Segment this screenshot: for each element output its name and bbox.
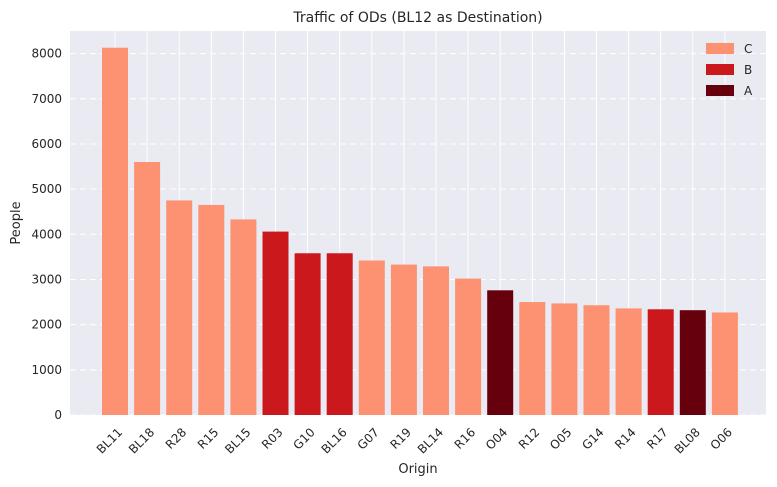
x-axis-label: Origin	[398, 462, 437, 477]
x-tick-label: G10	[290, 425, 317, 452]
x-tick-label: R12	[516, 425, 543, 452]
bars	[102, 47, 738, 415]
x-tick-label: BL15	[222, 425, 253, 456]
bar-O06	[711, 312, 738, 415]
legend-swatch-A	[706, 85, 734, 96]
bar-BL18	[134, 162, 161, 415]
y-tick-label: 2000	[31, 318, 62, 332]
bar-BL15	[230, 219, 257, 415]
bar-G07	[358, 260, 385, 415]
bar-R12	[519, 302, 546, 415]
x-tick-label: O04	[483, 425, 510, 452]
x-tick-label: BL18	[126, 425, 157, 456]
x-tick-label: R16	[452, 425, 479, 452]
y-tick-label: 0	[54, 408, 62, 422]
x-tick-label: G07	[355, 425, 382, 452]
legend-swatch-C	[706, 43, 734, 54]
bar-R16	[455, 278, 482, 415]
bar-R17	[647, 309, 674, 415]
x-tick-label: R17	[644, 425, 671, 452]
x-tick-label: R28	[163, 425, 190, 452]
y-tick-label: 6000	[31, 137, 62, 151]
legend-label-C: C	[744, 42, 752, 56]
bar-O05	[551, 303, 578, 415]
bar-O04	[487, 290, 514, 415]
bar-G14	[583, 305, 610, 415]
legend-swatch-B	[706, 64, 734, 75]
bar-R15	[198, 204, 225, 415]
y-tick-label: 3000	[31, 272, 62, 286]
x-tick-label: R03	[259, 425, 286, 452]
bar-BL08	[679, 310, 706, 415]
x-tick-label: BL11	[94, 425, 125, 456]
x-tick-label: BL14	[415, 425, 446, 456]
x-tick-label: R14	[612, 425, 639, 452]
x-tick-label: R19	[387, 425, 414, 452]
y-axis-label: People	[9, 201, 24, 244]
y-tick-labels: 0 1000 2000 3000 4000 5000 6000 7000 8000	[31, 47, 62, 422]
bar-G10	[294, 253, 321, 415]
y-tick-label: 4000	[31, 227, 62, 241]
bar-BL14	[423, 266, 449, 415]
legend-label-A: A	[744, 84, 753, 98]
bar-BL16	[326, 253, 353, 415]
bar-R28	[166, 200, 193, 415]
y-tick-label: 1000	[31, 363, 62, 377]
legend-label-B: B	[744, 63, 752, 77]
x-tick-label: BL08	[672, 425, 703, 456]
legend: CBA	[706, 42, 753, 98]
y-tick-label: 5000	[31, 182, 62, 196]
x-tick-label: G14	[579, 425, 606, 452]
bar-R03	[262, 231, 289, 415]
x-tick-label: R15	[195, 425, 222, 452]
y-tick-label: 8000	[31, 47, 62, 61]
bar-R14	[615, 308, 642, 415]
x-tick-label: O05	[547, 425, 574, 452]
x-tick-label: BL16	[319, 425, 350, 456]
x-tick-labels: BL11 BL18 R28 R15 BL15 R03 G10 BL16 G07 R19 BL14 R1…	[94, 425, 735, 456]
chart-title: Traffic of ODs (BL12 as Destination)	[292, 10, 542, 26]
bar-R19	[390, 264, 417, 415]
y-tick-label: 7000	[31, 92, 62, 106]
x-tick-label: O06	[708, 425, 735, 452]
bar-BL11	[102, 47, 128, 415]
